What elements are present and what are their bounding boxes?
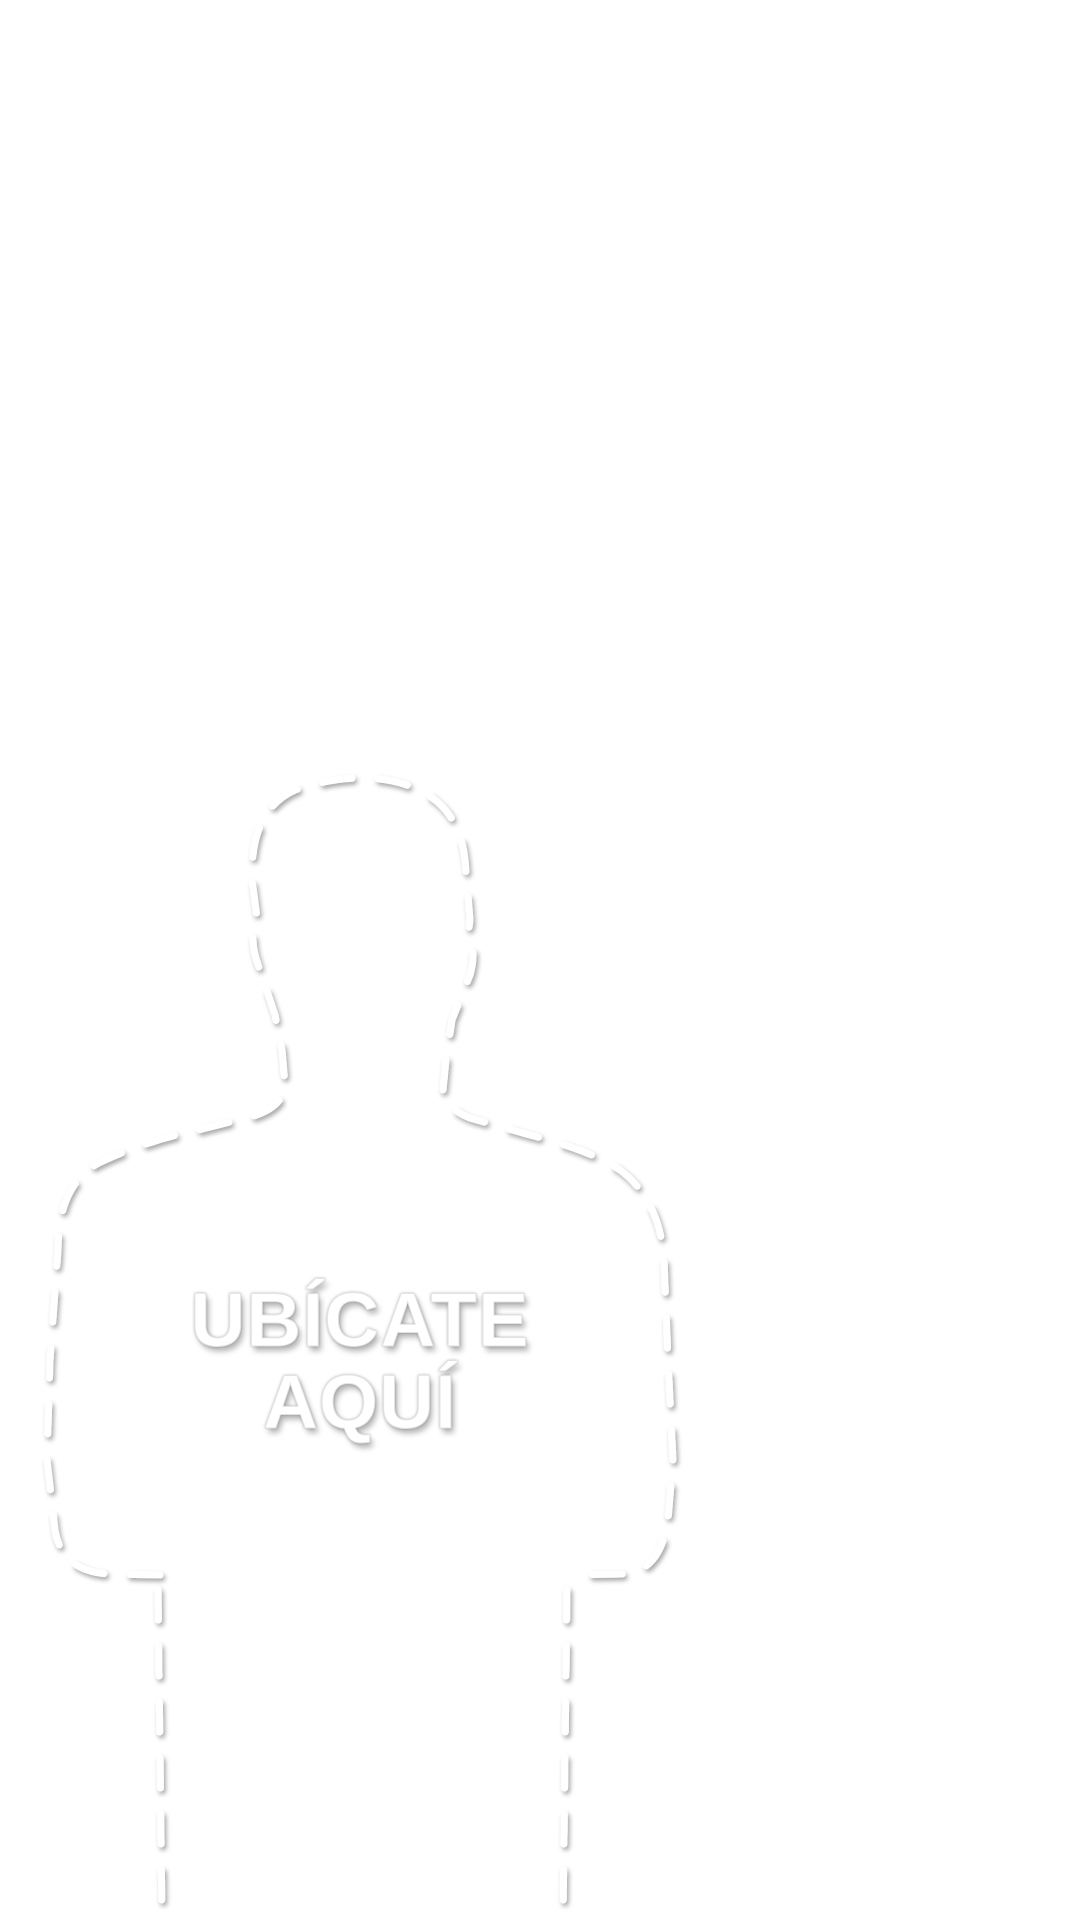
instruction-line-1: UBÍCATE: [190, 1278, 530, 1363]
silhouette-left-leg: [154, 1586, 166, 1920]
silhouette-right-leg: [559, 1586, 571, 1920]
position-instruction: UBÍCATE AQUÍ: [160, 1278, 560, 1445]
silhouette-upper-outline: [43, 774, 677, 1579]
instruction-line-2: AQUÍ: [263, 1360, 457, 1445]
